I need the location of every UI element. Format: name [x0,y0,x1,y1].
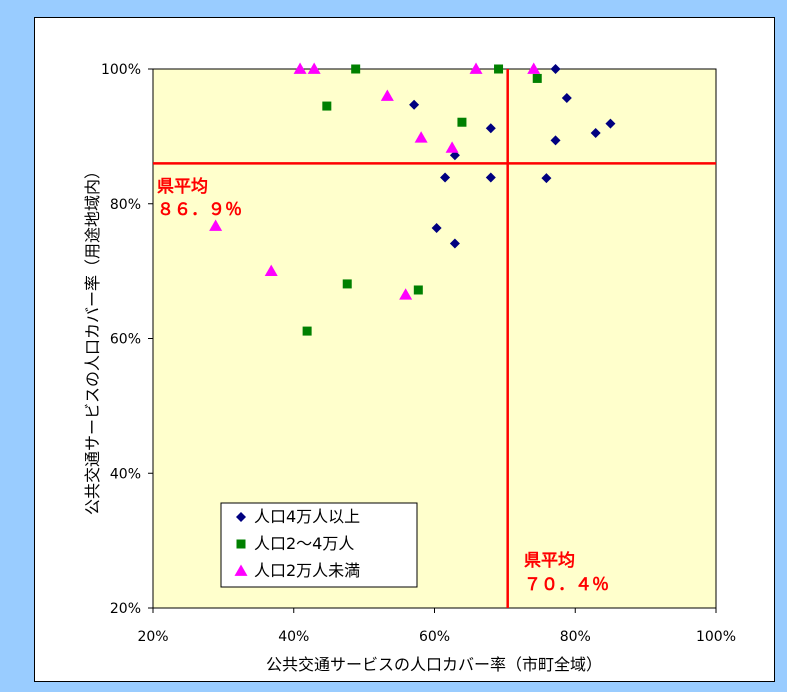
data-point-square [322,101,332,111]
data-point-diamond [485,172,496,183]
legend-label-large: 人口4万人以上 [254,507,360,526]
data-point-diamond [590,128,601,139]
data-point-diamond [541,173,552,184]
ref-x-label-line1: 県平均 [524,550,575,571]
data-point-triangle [399,288,413,300]
data-point-diamond [449,238,460,249]
data-point-square [351,64,361,74]
x-axis-label: 公共交通サービスの人口カバー率（市町全域） [266,655,602,674]
x-tick-label: 40% [278,629,309,645]
data-point-triangle [293,62,307,74]
y-tick-label: 100% [101,62,141,78]
data-point-square [302,326,312,336]
data-point-diamond [431,223,442,234]
ref-x-label-line2: ７０．４％ [524,575,609,595]
x-tick-label: 80% [560,629,591,645]
data-point-triangle [445,141,459,153]
data-point-triangle [209,219,223,231]
data-point-triangle [380,89,394,101]
data-point-triangle [469,62,483,74]
data-point-diamond [561,92,572,103]
data-point-triangle [527,62,541,74]
legend-markers [234,512,248,576]
data-point-square [494,64,504,74]
legend-marker-triangle [234,564,248,576]
y-tick-label: 80% [110,197,141,213]
data-point-diamond [605,118,616,129]
data-point-diamond [485,123,496,134]
x-axis-ticks: 20% 40% 60% 80% 100% [137,608,736,645]
data-point-diamond [409,99,420,110]
data-point-triangle [414,131,428,143]
legend-marker-diamond [236,512,246,522]
y-axis-label: 公共交通サービスの人口カバー率（用途地域内） [83,163,102,515]
x-tick-label: 20% [137,629,168,645]
x-tick-label: 100% [696,629,736,645]
y-tick-label: 20% [110,601,141,617]
legend-label-medium: 人口2～4万人 [254,534,354,553]
legend-box [220,502,418,588]
ref-y-label-line1: 県平均 [157,176,208,197]
data-point-diamond [550,64,561,74]
legend-label-small: 人口2万人未満 [254,561,360,580]
data-point-square [413,285,423,295]
data-point-triangle [307,62,321,74]
x-tick-label: 60% [419,629,450,645]
data-point-diamond [440,172,451,183]
data-point-square [532,73,542,83]
data-point-square [457,117,467,127]
legend: 人口4万人以上 人口2～4万人 人口2万人未満 [220,502,418,588]
y-tick-label: 60% [110,332,141,348]
legend-marker-square [236,539,246,549]
ref-y-label-line2: ８６．９％ [157,200,242,220]
data-point-triangle [264,264,278,276]
data-points [209,62,616,336]
y-tick-label: 40% [110,466,141,482]
y-axis-ticks: 20% 40% 60% 80% 100% [101,62,153,617]
data-point-square [342,279,352,289]
data-point-diamond [550,135,561,146]
reference-lines [153,69,716,608]
data-point-diamond [449,150,460,161]
